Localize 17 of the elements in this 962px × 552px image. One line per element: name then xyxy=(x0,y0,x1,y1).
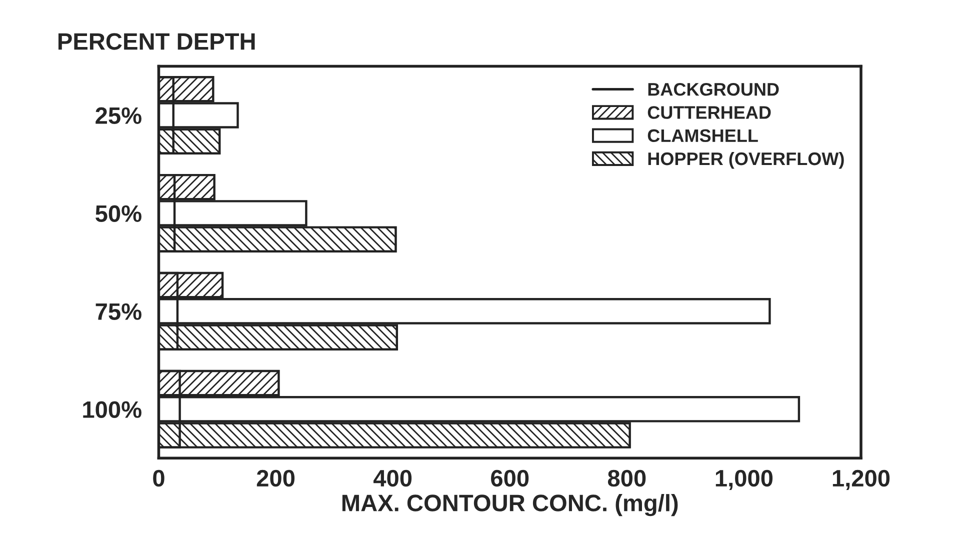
legend-label: CUTTERHEAD xyxy=(648,106,771,119)
y-tick-label: 50% xyxy=(96,205,142,222)
y-axis-title: PERCENT DEPTH xyxy=(58,33,255,50)
legend-label: HOPPER (OVERFLOW) xyxy=(648,152,844,169)
x-tick-label: 1,200 xyxy=(832,470,890,490)
y-tick-label: 25% xyxy=(96,107,142,124)
x-tick-label: 600 xyxy=(491,470,529,487)
x-tick-label: 0 xyxy=(153,470,164,487)
legend-label: CLAMSHELL xyxy=(648,129,758,142)
y-tick-label: 100% xyxy=(83,401,142,418)
x-tick-label: 200 xyxy=(256,470,295,487)
x-tick-label: 400 xyxy=(373,470,412,487)
legend-label: BACKGROUND xyxy=(648,82,779,96)
y-tick-label: 75% xyxy=(96,303,142,320)
x-tick-label: 1,000 xyxy=(716,470,773,490)
x-tick-label: 800 xyxy=(608,470,646,487)
x-axis-title: MAX. CONTOUR CONC. (mg/l) xyxy=(342,494,678,516)
